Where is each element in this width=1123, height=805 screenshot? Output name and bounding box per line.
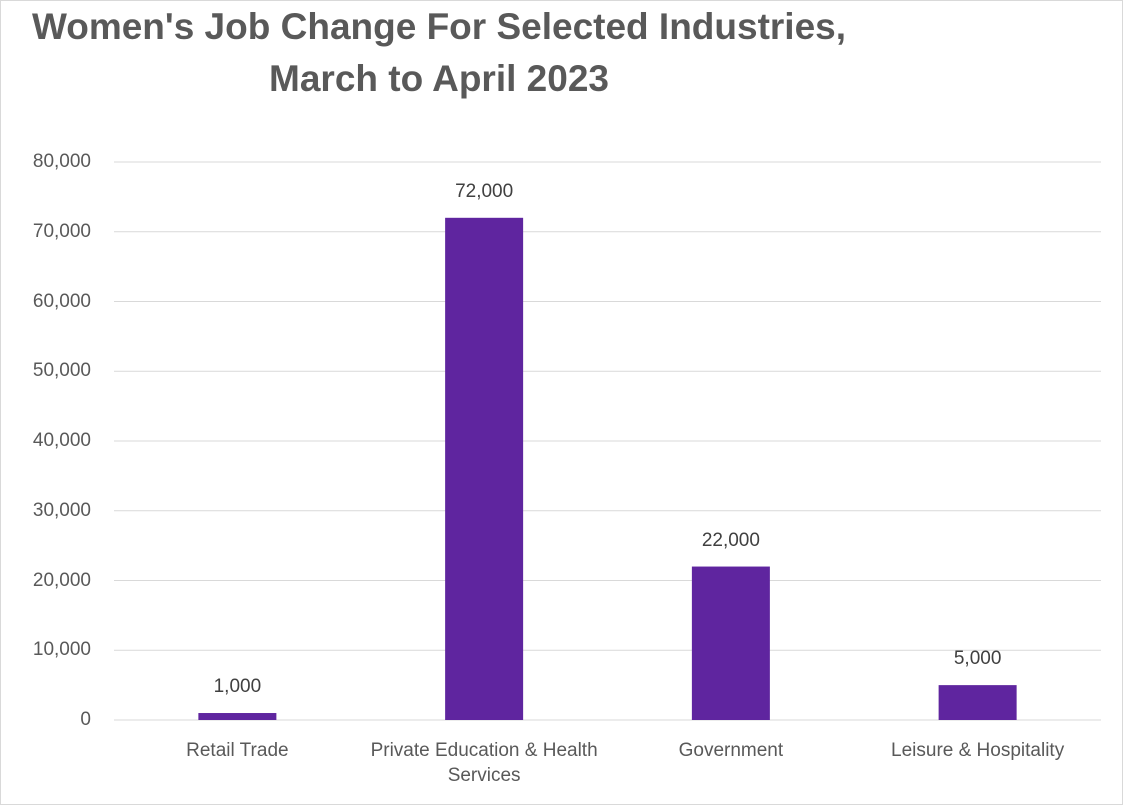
- x-tick-label: Government: [678, 740, 784, 761]
- bar: [445, 217, 524, 721]
- bar: [691, 566, 770, 720]
- bar: [198, 713, 277, 720]
- y-tick-label: 60,000: [32, 290, 91, 312]
- y-tick-label: 30,000: [32, 499, 91, 521]
- x-tick-label: Leisure & Hospitality: [891, 740, 1065, 761]
- y-tick-label: 80,000: [32, 151, 91, 172]
- y-tick-label: 20,000: [32, 569, 91, 591]
- y-tick-label: 50,000: [32, 360, 91, 382]
- y-tick-label: 40,000: [32, 430, 91, 451]
- data-label: 22,000: [701, 529, 760, 551]
- bar: [938, 685, 1017, 720]
- y-tick-label: 10,000: [32, 639, 91, 661]
- data-label: 1,000: [213, 676, 262, 698]
- y-tick-label: 0: [80, 709, 91, 730]
- x-tick-label: Private Education & Health Services: [370, 740, 598, 786]
- data-label: 5,000: [953, 648, 1002, 670]
- chart-title: Women's Job Change For Selected Industri…: [31, 6, 847, 99]
- x-tick-label: Retail Trade: [186, 740, 289, 761]
- data-label: 72,000: [455, 180, 514, 202]
- y-tick-label: 70,000: [32, 220, 91, 242]
